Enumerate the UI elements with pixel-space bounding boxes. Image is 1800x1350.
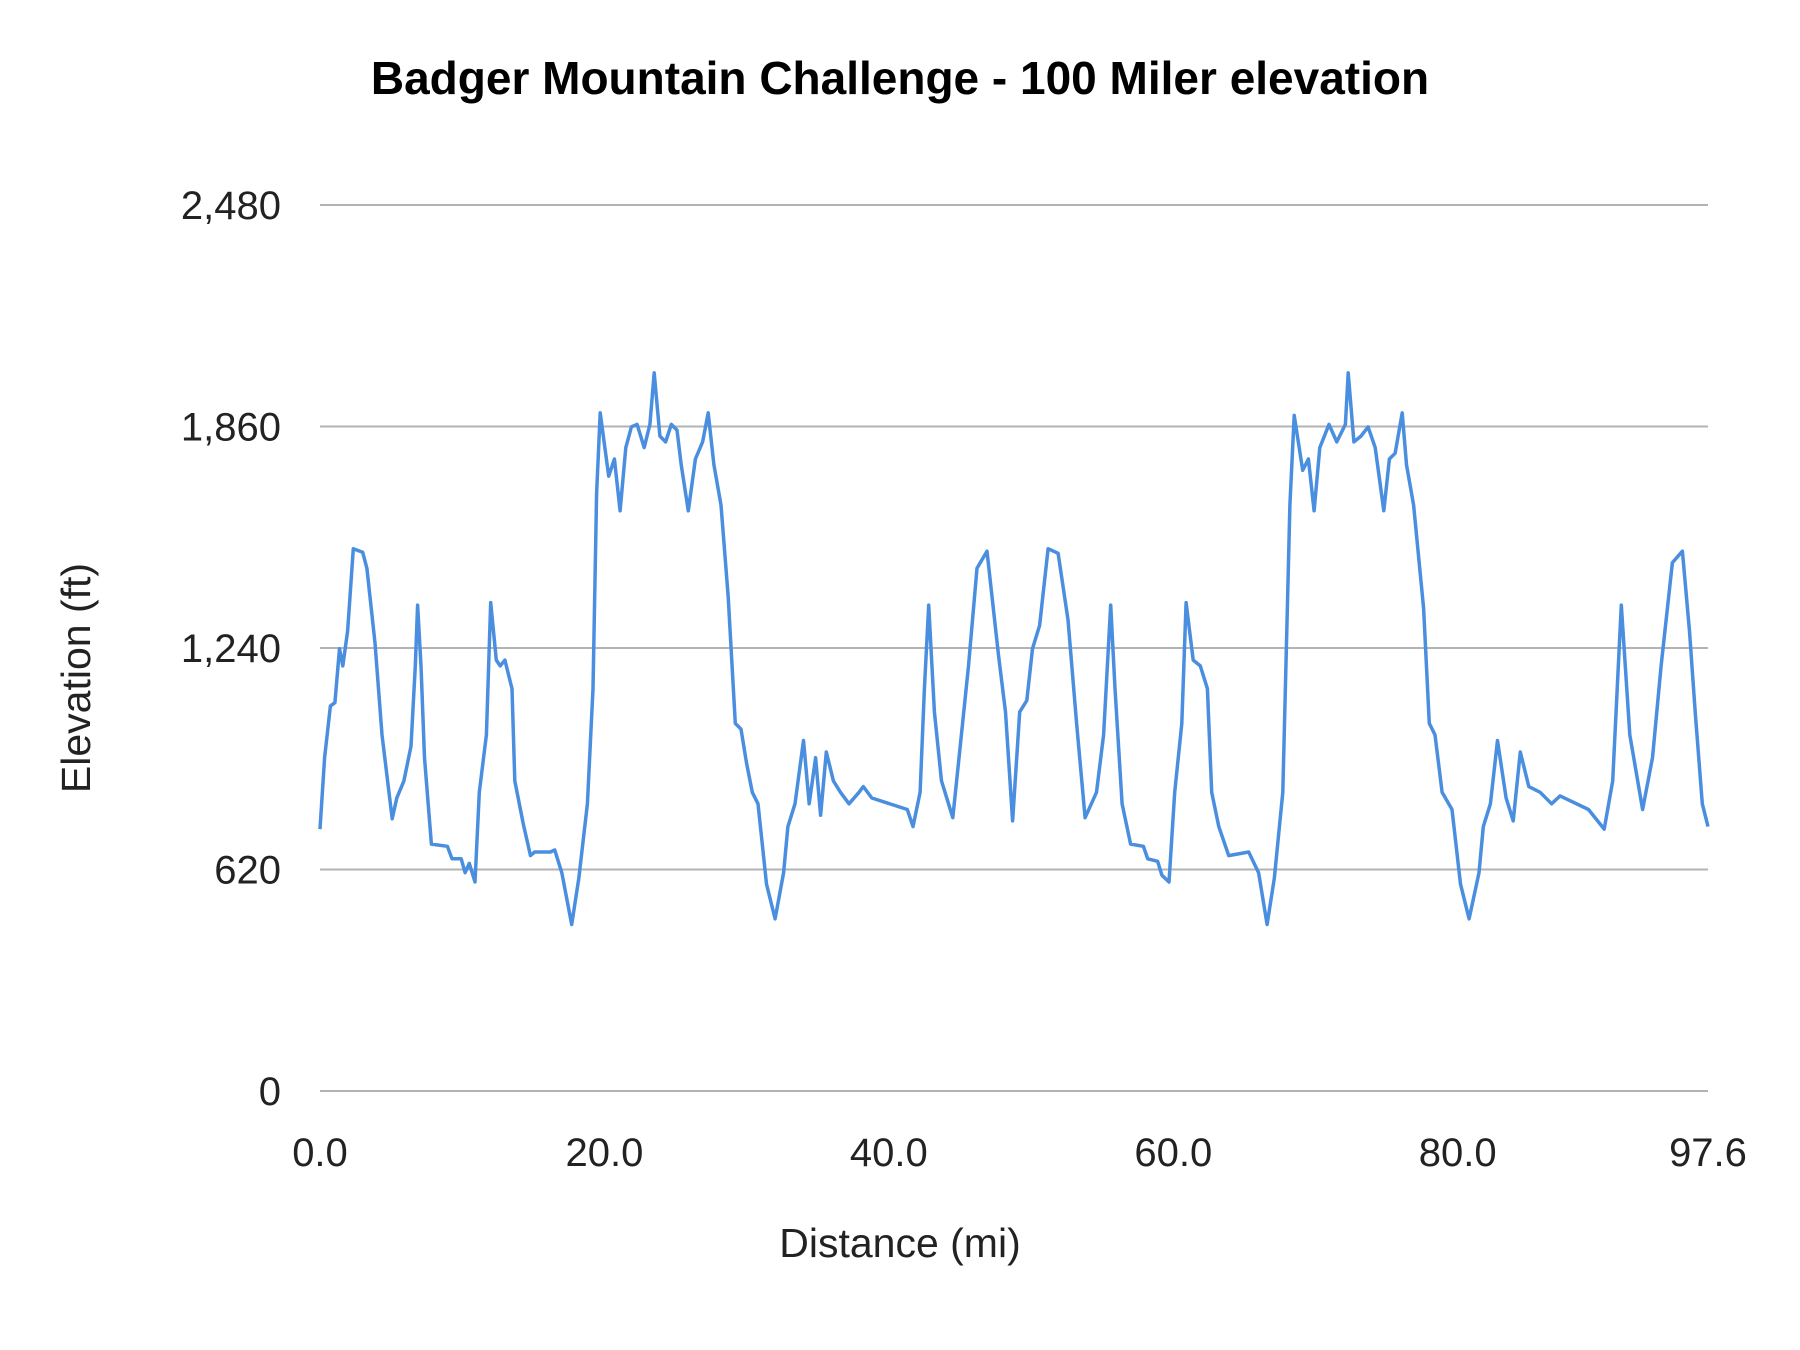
y-tick-label: 620	[214, 849, 281, 893]
x-tick-label: 60.0	[1134, 1131, 1212, 1175]
gridlines	[320, 204, 1708, 1092]
y-tick-label: 2,480	[181, 184, 281, 228]
y-tick-labels: 0 620 1,240 1,860 2,480	[181, 184, 281, 1114]
elevation-line	[318, 371, 1710, 927]
y-axis-label: Elevation (ft)	[53, 563, 99, 793]
y-tick-label: 1,240	[181, 627, 281, 671]
y-tick-label: 1,860	[181, 406, 281, 450]
x-tick-label: 0.0	[292, 1131, 348, 1175]
y-tick-label: 0	[259, 1070, 281, 1114]
x-tick-label: 20.0	[565, 1131, 643, 1175]
x-axis-label: Distance (mi)	[779, 1220, 1020, 1266]
x-tick-labels: 0.0 20.0 40.0 60.0 80.0 97.6	[292, 1131, 1747, 1175]
x-tick-label: 40.0	[850, 1131, 928, 1175]
plot-area	[318, 371, 1710, 927]
x-tick-label: 97.6	[1669, 1131, 1747, 1175]
x-tick-label: 80.0	[1419, 1131, 1497, 1175]
chart-title: Badger Mountain Challenge - 100 Miler el…	[371, 52, 1429, 104]
